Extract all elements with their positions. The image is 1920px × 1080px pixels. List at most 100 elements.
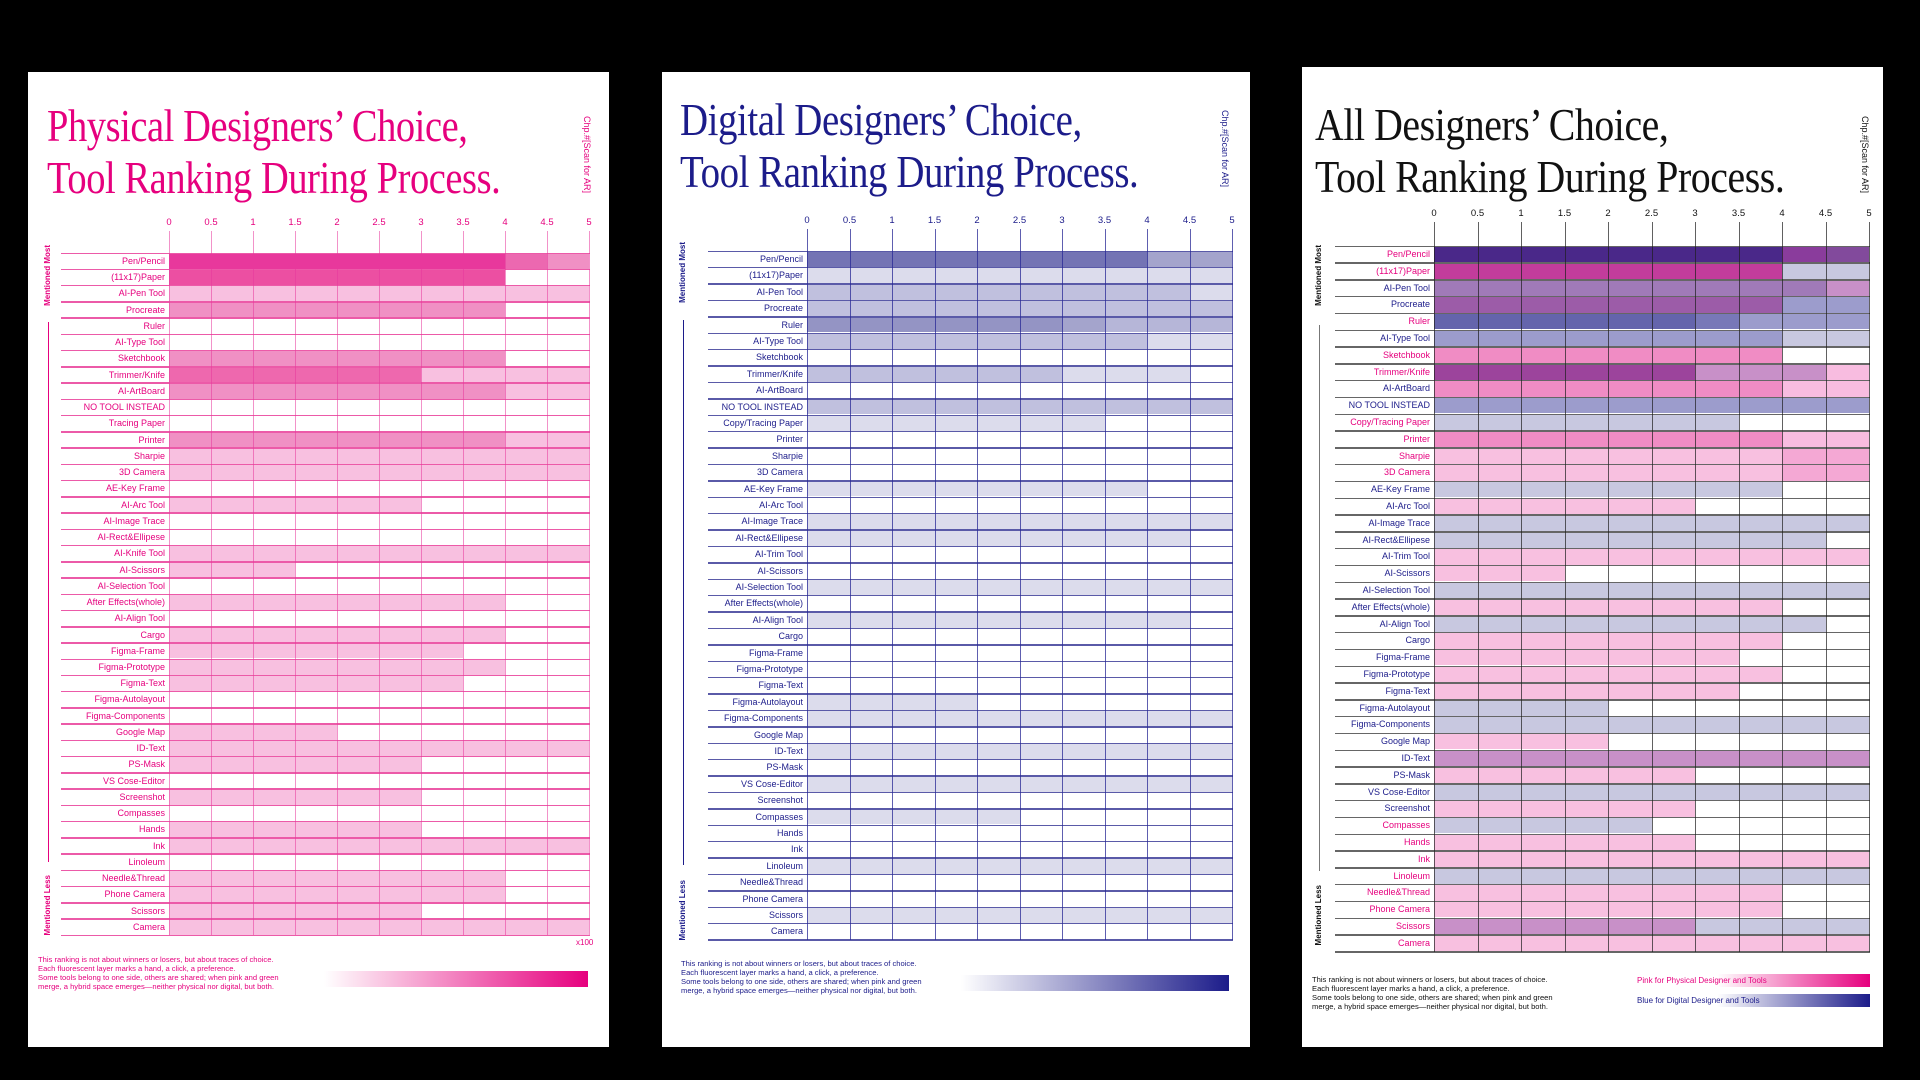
row-label: Printer (1403, 433, 1430, 444)
x-tick-label: 0.5 (842, 215, 857, 226)
row-divider (61, 788, 590, 790)
row-label: Compasses (1382, 820, 1430, 831)
row-divider (708, 824, 1233, 826)
row-label: Figma-Autolayout (732, 696, 803, 707)
table-row: AE-Key Frame (28, 480, 589, 496)
row-label: PS-Mask (128, 759, 165, 770)
table-row: Ruler (1302, 313, 1869, 330)
row-label: Needle&Thread (101, 873, 165, 884)
grid-line (1651, 222, 1653, 952)
row-label: 3D Camera (756, 467, 803, 478)
row-divider (61, 626, 590, 628)
table-row: Copy/Tracing Paper (662, 415, 1232, 431)
row-divider (1335, 447, 1870, 449)
bar-segment (1434, 818, 1652, 834)
title-line-2: Tool Ranking During Process. (680, 146, 1139, 197)
row-divider (61, 463, 590, 466)
row-divider (61, 544, 590, 547)
table-row: Scissors (1302, 918, 1869, 935)
row-label: AI-Scissors (119, 564, 165, 575)
table-row: AI-Scissors (28, 562, 589, 578)
row-label: Figma-Text (758, 680, 803, 691)
table-row: Hands (1302, 834, 1869, 851)
row-label: Tracing Paper (108, 418, 165, 429)
bar-segment (169, 562, 295, 578)
table-row: AI-Trim Tool (1302, 548, 1869, 565)
x-tick-label: 3 (1059, 215, 1065, 226)
row-divider (61, 398, 590, 401)
table-row: Figma-Text (28, 675, 589, 691)
table-row: Compasses (28, 805, 589, 821)
row-label: Hands (1403, 837, 1430, 847)
row-label: ID-Text (1401, 753, 1430, 763)
row-divider (1335, 598, 1870, 600)
grid-line (849, 229, 851, 940)
row-divider (1335, 329, 1870, 331)
x-tick-label: 4.5 (1182, 215, 1197, 226)
row-label: Printer (776, 434, 803, 445)
row-label: Cargo (778, 631, 803, 642)
bar-segment (547, 254, 589, 269)
grid-line (1782, 222, 1783, 952)
table-row: PS-Mask (662, 759, 1232, 775)
row-label: AI-Pen Tool (1383, 282, 1430, 293)
row-label: AI-Arc Tool (121, 499, 165, 510)
row-label: Sharpie (771, 450, 803, 461)
row-label: Trimmer/Knife (108, 369, 165, 380)
row-label: AI-Align Tool (1379, 618, 1430, 629)
grid-line (1738, 222, 1740, 952)
table-row: Figma-Autolayout (1302, 700, 1869, 717)
x-tick-label: 1 (250, 217, 256, 228)
row-divider (1335, 396, 1870, 399)
table-row: AI-Align Tool (662, 612, 1232, 628)
row-label: Figma-Frame (1375, 652, 1430, 663)
row-divider (61, 577, 590, 579)
rank-axis-line (48, 322, 49, 862)
row-divider (708, 447, 1233, 449)
row-divider (1335, 951, 1870, 953)
row-label: (11x17)Paper (111, 272, 165, 283)
footer-text: This ranking is not about winners or los… (38, 955, 279, 991)
row-divider (708, 545, 1233, 548)
table-row: Cargo (662, 628, 1232, 644)
grid-line (1062, 229, 1063, 940)
row-divider (708, 758, 1233, 761)
poster-all: All Designers’ Choice, Tool Ranking Duri… (1302, 67, 1883, 1047)
row-label: Cargo (140, 629, 165, 640)
grid-line (1608, 222, 1609, 952)
table-row: Figma-Text (662, 677, 1232, 693)
table-row: Figma-Prototype (1302, 666, 1869, 683)
bar-segment (807, 530, 1190, 546)
row-label: AI-Rect&Ellipese (1362, 534, 1430, 545)
table-row: Ink (1302, 851, 1869, 868)
row-label: Linoleum (766, 860, 803, 871)
table-row: AI-Selection Tool (1302, 582, 1869, 599)
row-divider (61, 609, 590, 612)
row-divider (708, 430, 1233, 433)
row-divider (1335, 783, 1870, 785)
row-label: (11x17)Paper (749, 270, 803, 281)
row-label: After Effects(whole) (724, 598, 803, 609)
row-divider (1335, 917, 1870, 919)
row-divider (708, 398, 1233, 400)
row-divider (61, 837, 590, 839)
row-label: Scissors (1395, 921, 1430, 931)
grid-line (1434, 222, 1435, 952)
table-row: AI-Rect&Ellipese (662, 530, 1232, 546)
row-label: ID-Text (774, 746, 803, 756)
grid-line (1521, 222, 1522, 952)
row-divider (1335, 833, 1870, 835)
bar-segment (1104, 317, 1232, 333)
row-label: Figma-Text (120, 678, 165, 689)
row-label: NO TOOL INSTEAD (1348, 400, 1430, 411)
row-label: ID-Text (136, 743, 165, 754)
row-label: AI-Arc Tool (1386, 501, 1430, 511)
table-row: Needle&Thread (1302, 884, 1869, 901)
row-label: AE-Key Frame (743, 483, 803, 494)
row-label: Compasses (755, 811, 803, 822)
legend-blue: Blue for Digital Designer and Tools (1635, 994, 1870, 1007)
table-row: ID-Text (1302, 750, 1869, 767)
row-divider (61, 674, 590, 677)
row-label: Procreate (1390, 299, 1430, 310)
row-divider (61, 918, 590, 920)
